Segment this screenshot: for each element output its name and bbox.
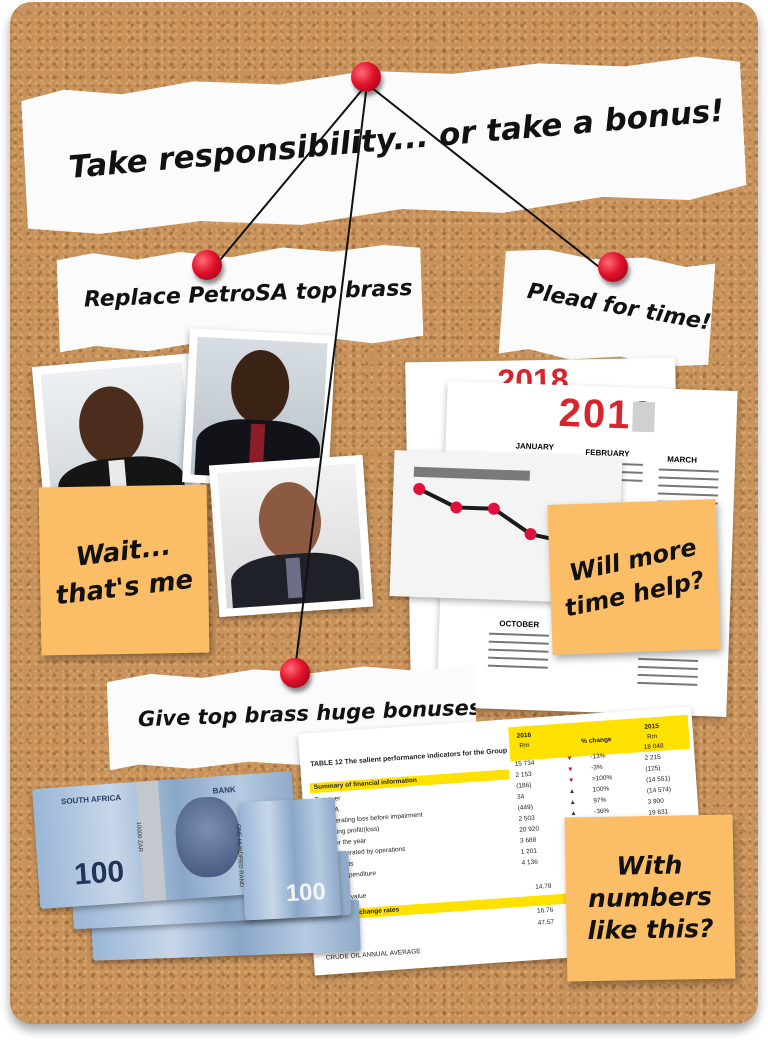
table-cell-2016: 4 136 bbox=[521, 858, 539, 867]
table-cell-2015: (14 551) bbox=[645, 775, 671, 784]
col-2016-rm: Rm bbox=[519, 741, 530, 750]
sticky-wait: Wait... that's me bbox=[38, 484, 210, 656]
plead-text: Plead for time! bbox=[525, 278, 713, 336]
table-cell-2016: 3 688 bbox=[519, 836, 537, 845]
table-title: TABLE 12 The salient performance indicat… bbox=[309, 747, 508, 769]
fx-usd-val: 14.78 bbox=[535, 882, 552, 891]
table-cell-change: >100% bbox=[591, 774, 613, 783]
banknote-portrait bbox=[173, 794, 243, 880]
banknote-bank: BANK bbox=[212, 785, 237, 796]
table-cell-2016: 20 920 bbox=[519, 825, 540, 834]
banknote-right-denom: 100 bbox=[285, 878, 327, 908]
table-cell-2016: 1 201 bbox=[520, 847, 538, 856]
trend-point bbox=[450, 501, 463, 514]
table-cell-change: 97% bbox=[593, 796, 607, 805]
table-cell-2016: 2 503 bbox=[518, 814, 536, 823]
headline-text: Take responsibility... or take a bonus! bbox=[67, 92, 726, 186]
col-2016: 2016 bbox=[516, 731, 532, 740]
table-cell-2015: 2 215 bbox=[644, 753, 662, 762]
arrow-up-icon: ▲ bbox=[568, 787, 576, 796]
banknote-right: ONE HUNDRED RAND 100 bbox=[235, 797, 342, 921]
cork-board: Take responsibility... or take a bonus! … bbox=[10, 2, 758, 1024]
sticky-wait-line2: that's me bbox=[53, 564, 195, 612]
sticky-numbers-line2: numbers bbox=[587, 881, 713, 914]
table-cell-2015: 3 900 bbox=[647, 797, 665, 806]
table-cell-2016: 15 734 bbox=[514, 759, 535, 768]
col-2015-rm: Rm bbox=[646, 732, 658, 741]
table-cell-2016: 2 153 bbox=[515, 770, 532, 779]
table-cell-2015: (14 574) bbox=[646, 786, 672, 795]
arrow-up-icon: ▲ bbox=[569, 798, 577, 807]
table-cell-change: -3% bbox=[590, 763, 603, 772]
arrow-down-icon: ▼ bbox=[567, 776, 575, 785]
sticky-numbers: With numbers like this? bbox=[564, 814, 736, 982]
table-cell-change: 100% bbox=[592, 785, 610, 794]
arrow-up-icon: ▲ bbox=[570, 809, 577, 818]
pin-plead bbox=[598, 252, 628, 282]
banknote-denomination-left: 100 bbox=[73, 855, 126, 892]
replace-text: Replace PetroSA top brass bbox=[83, 275, 413, 313]
sticky-numbers-line1: With bbox=[616, 850, 683, 881]
pin-headline bbox=[351, 62, 381, 92]
arrow-down-icon: ▼ bbox=[566, 765, 574, 774]
table-cell-2016: (449) bbox=[517, 803, 534, 812]
pin-replace bbox=[192, 250, 222, 280]
headline-paper: Take responsibility... or take a bonus! bbox=[21, 51, 748, 240]
table-cell-2016: (186) bbox=[515, 781, 532, 790]
fx-euro-val: 16.76 bbox=[536, 906, 554, 915]
fx-oil-val: 47.57 bbox=[537, 918, 555, 927]
banknote-country: SOUTH AFRICA bbox=[60, 793, 122, 807]
table-cell-2016: 34 bbox=[516, 793, 525, 801]
trend-point bbox=[487, 502, 500, 515]
pin-bonus bbox=[280, 658, 310, 688]
col-2015: 2015 bbox=[644, 722, 660, 731]
sticky-time: Will more time help? bbox=[547, 499, 721, 655]
table-cell-2015: 18 048 bbox=[643, 742, 664, 751]
photo-person-3 bbox=[208, 454, 374, 618]
table-cell-2015: (125) bbox=[645, 764, 661, 773]
table-cell-change: -36% bbox=[593, 807, 610, 816]
arrow-down-icon: ▼ bbox=[566, 754, 574, 763]
table-cell-change: -13% bbox=[590, 752, 606, 761]
trend-point bbox=[413, 482, 426, 495]
trend-point bbox=[524, 528, 537, 541]
sticky-numbers-line3: like this? bbox=[587, 913, 714, 946]
trend-chart-title-bar bbox=[413, 466, 530, 481]
